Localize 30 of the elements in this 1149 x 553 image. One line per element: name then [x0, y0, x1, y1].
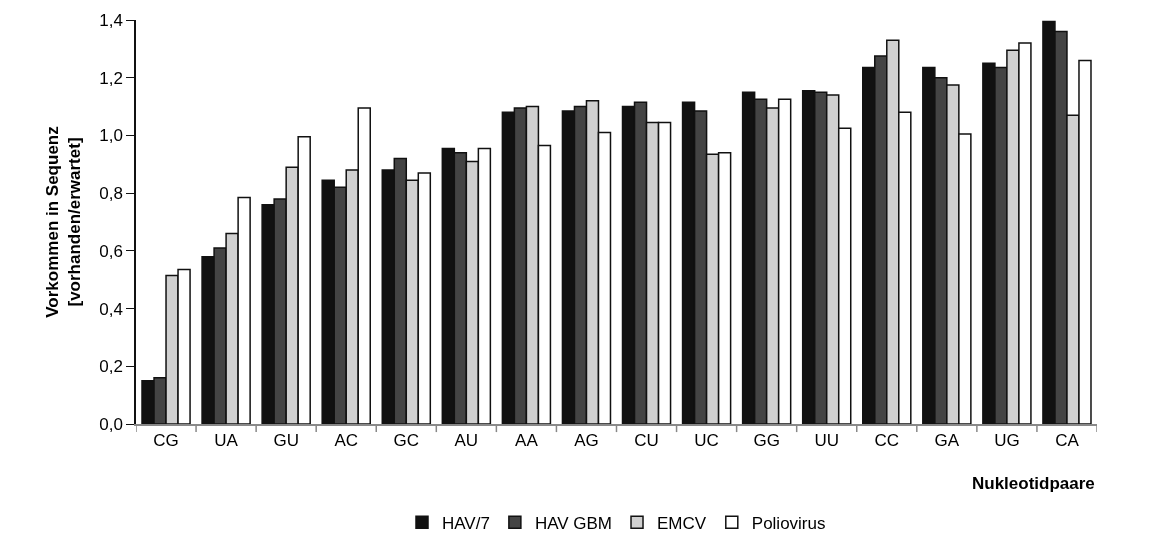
y-tick-label: 0,0 [99, 414, 123, 434]
x-tick-label: GC [393, 431, 420, 451]
y-axis-title: Vorkommen in Sequenz [vorhanden/erwartet] [43, 126, 85, 318]
y-tick-label: 0,6 [99, 241, 123, 261]
x-tick-label: UC [694, 431, 719, 451]
x-tick-label: CA [1055, 431, 1080, 451]
x-tick-label: AU [454, 431, 479, 451]
x-tick-label: GU [273, 431, 299, 451]
y-tick-label: 1,2 [99, 68, 123, 88]
y-tick-label: 0,4 [99, 299, 123, 319]
x-tick-label: GA [934, 431, 960, 451]
x-tick-label: AC [334, 431, 359, 451]
y-tick-label: 1,4 [99, 10, 123, 30]
x-axis-title: Nukleotidpaare [972, 474, 1095, 493]
x-tick-label: AG [574, 431, 599, 451]
x-tick-label: GG [753, 431, 780, 451]
x-tick-label: UG [994, 431, 1020, 451]
legend-label: HAV/7 [442, 513, 490, 533]
x-tick-label: UA [214, 431, 239, 451]
x-tick-label: AA [515, 431, 539, 451]
y-tick-label: 0,8 [99, 184, 123, 204]
x-tick-label: CU [634, 431, 659, 451]
y-tick-label: 0,2 [99, 357, 123, 377]
legend-label: EMCV [657, 513, 707, 533]
x-tick-label: CG [153, 431, 179, 451]
x-tick-label: UU [814, 431, 839, 451]
legend-label: HAV GBM [534, 513, 613, 533]
legend-label: Poliovirus [751, 513, 826, 533]
y-tick-label: 1,0 [99, 126, 123, 146]
x-tick-label: CC [874, 431, 900, 451]
